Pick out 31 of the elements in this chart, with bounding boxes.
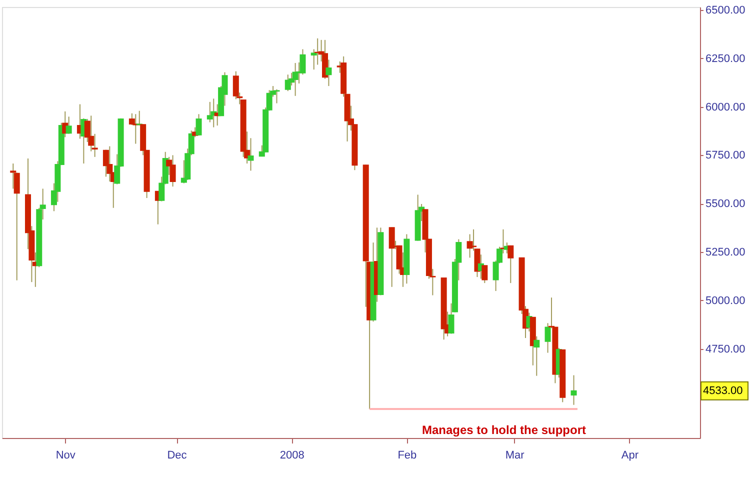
x-tick-label: Mar xyxy=(505,450,525,462)
x-tick-label: Dec xyxy=(167,450,188,462)
y-tick-label: 5250.00 xyxy=(706,246,746,259)
y-tick-label: 5750.00 xyxy=(706,150,746,162)
x-tick-label: Nov xyxy=(56,450,76,462)
candlestick xyxy=(66,116,72,134)
candlestick xyxy=(196,114,202,136)
candlestick xyxy=(106,146,113,182)
y-tick-label: 5500.00 xyxy=(706,198,746,210)
candlestick xyxy=(466,234,473,258)
candlestick xyxy=(326,59,332,87)
candlestick xyxy=(534,336,540,376)
x-tick-label: 2008 xyxy=(280,450,304,462)
candlestick xyxy=(232,70,239,100)
candlestick xyxy=(10,163,16,190)
y-tick-label: 5000.00 xyxy=(706,294,746,307)
x-tick-label: Apr xyxy=(621,450,639,462)
y-tick-label: 6500.00 xyxy=(706,4,746,16)
candlestick xyxy=(570,374,577,406)
x-tick-label: Feb xyxy=(398,450,417,462)
text: 4533.00 xyxy=(703,384,743,397)
candlestick xyxy=(170,154,176,188)
annotation: Manages to hold the support xyxy=(422,423,586,437)
candlestick xyxy=(102,149,109,178)
y-tick-label: 6250.00 xyxy=(706,52,746,65)
y-tick-label: 4750.00 xyxy=(706,343,746,356)
candlestick xyxy=(274,88,280,104)
y-tick-label: 6000.00 xyxy=(706,101,746,114)
candlestick xyxy=(136,110,142,126)
candlestick xyxy=(508,244,514,284)
candlestick xyxy=(284,74,291,92)
